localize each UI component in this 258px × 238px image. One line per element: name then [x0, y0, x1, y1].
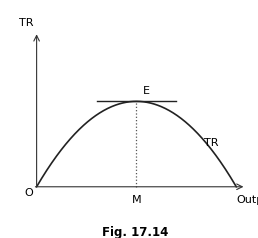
Text: TR: TR — [204, 138, 219, 148]
Text: TR: TR — [19, 18, 34, 28]
Text: E: E — [142, 86, 149, 96]
Text: O: O — [24, 188, 33, 198]
Text: Output: Output — [236, 195, 258, 205]
Text: M: M — [132, 195, 141, 205]
Text: Fig. 17.14: Fig. 17.14 — [102, 226, 169, 238]
